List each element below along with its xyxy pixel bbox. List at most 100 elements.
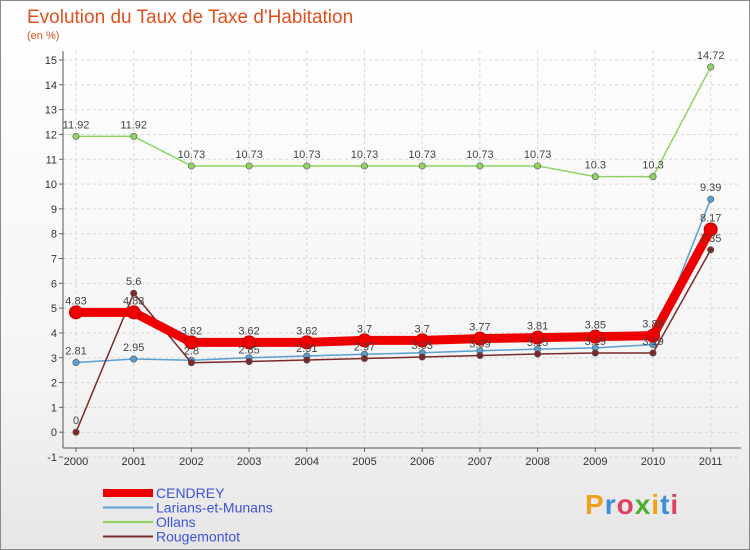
data-point: [184, 335, 199, 350]
data-label: 3.62: [296, 325, 317, 337]
data-point: [476, 352, 484, 360]
x-tick-label: 2006: [410, 456, 434, 468]
y-tick-label: 2: [51, 378, 57, 390]
y-tick-label: 5: [51, 303, 57, 315]
x-tick-label: 2002: [179, 456, 203, 468]
data-point: [187, 359, 195, 367]
data-label: 2.91: [296, 343, 317, 355]
y-tick-label: 9: [51, 204, 57, 216]
data-label: 8.17: [700, 212, 721, 224]
logo-letter: o: [616, 489, 635, 520]
data-label: 3.89: [642, 319, 663, 331]
y-tick-label: 8: [51, 229, 57, 241]
y-tick-label: 4: [51, 328, 57, 340]
y-tick-label: 3: [51, 353, 57, 365]
data-label: 3.7: [357, 323, 372, 335]
data-label: 3.09: [469, 339, 490, 351]
data-point: [303, 162, 311, 170]
data-point: [360, 162, 368, 170]
data-point: [534, 162, 542, 170]
data-point: [187, 162, 195, 170]
data-label: 14.72: [697, 50, 725, 62]
x-tick-label: 2009: [583, 456, 607, 468]
data-label: 3.19: [585, 336, 606, 348]
data-point: [707, 246, 715, 254]
data-point: [69, 305, 83, 320]
chart-subtitle: (en %): [27, 30, 60, 42]
data-point: [591, 173, 599, 181]
data-point: [707, 195, 715, 203]
data-label: 9.39: [700, 182, 721, 194]
data-label: 10.3: [642, 160, 663, 172]
chart-title: Evolution du Taux de Taxe d'Habitation: [27, 7, 354, 28]
data-label: 10.73: [235, 149, 263, 161]
data-point: [130, 289, 138, 297]
data-label: 0: [73, 415, 79, 427]
data-point: [649, 349, 657, 357]
x-tick-label: 2010: [641, 456, 665, 468]
data-point: [130, 132, 138, 140]
data-label: 3.7: [415, 323, 430, 335]
data-label: 3.19: [642, 336, 663, 348]
logo-letter: i: [651, 489, 661, 520]
logo-letter: x: [634, 489, 652, 520]
data-point: [476, 162, 484, 170]
data-label: 2.81: [65, 345, 86, 357]
data-label: 3.62: [181, 325, 202, 337]
data-label: 11.92: [120, 119, 147, 131]
y-tick-label: 1: [51, 402, 57, 414]
data-label: 7.35: [700, 233, 721, 245]
data-point: [72, 358, 80, 366]
legend-entry: Ollans: [156, 514, 196, 530]
data-label: 11.92: [63, 119, 90, 131]
x-tick-label: 2005: [352, 456, 376, 468]
y-tick-label: 12: [45, 129, 57, 141]
data-point: [357, 333, 372, 348]
series-line-larians-et-munans: [75, 198, 712, 364]
x-tick-label: 2007: [468, 456, 492, 468]
x-tick-label: 2004: [295, 456, 319, 468]
data-label: 3.62: [238, 325, 259, 337]
data-label: 10.3: [585, 160, 606, 172]
data-label: 3.03: [411, 340, 432, 352]
x-tick-label: 2011: [699, 456, 723, 468]
data-label: 10.73: [178, 149, 206, 161]
legend-entry: Larians-et-Munans: [156, 500, 273, 516]
logo-letter: i: [670, 489, 680, 520]
y-tick-label: 14: [45, 80, 57, 92]
x-tick-label: 2000: [64, 456, 88, 468]
series-line-cendrey: [76, 227, 715, 347]
data-point: [303, 356, 311, 364]
data-label: 3.81: [527, 321, 548, 333]
data-label: 5.6: [126, 276, 141, 288]
data-point: [245, 162, 253, 170]
data-label: 3.77: [469, 322, 490, 334]
data-point: [591, 349, 599, 357]
data-point: [245, 357, 253, 365]
x-tick-label: 2001: [121, 456, 145, 468]
data-point: [588, 329, 603, 344]
data-point: [360, 354, 368, 362]
x-tick-label: 2003: [237, 456, 261, 468]
y-tick-label: 11: [46, 154, 57, 166]
data-point: [299, 335, 314, 350]
logo-letter: t: [660, 489, 671, 520]
data-point: [418, 353, 426, 361]
data-label: 2.95: [123, 342, 144, 354]
series-line-rougemontot: [75, 249, 712, 433]
y-tick-label: 15: [45, 55, 57, 67]
data-label: 10.73: [351, 149, 379, 161]
data-label: 2.8: [184, 346, 199, 358]
proxiti-logo: Proxiti: [585, 489, 679, 521]
y-tick-label: -1: [47, 452, 57, 464]
data-point: [418, 162, 426, 170]
data-point: [72, 132, 80, 140]
data-point: [242, 335, 257, 350]
logo-letter: P: [585, 489, 605, 520]
data-point: [646, 328, 660, 343]
data-point: [130, 355, 138, 363]
logo-letter: r: [604, 489, 617, 520]
data-point: [649, 173, 657, 181]
